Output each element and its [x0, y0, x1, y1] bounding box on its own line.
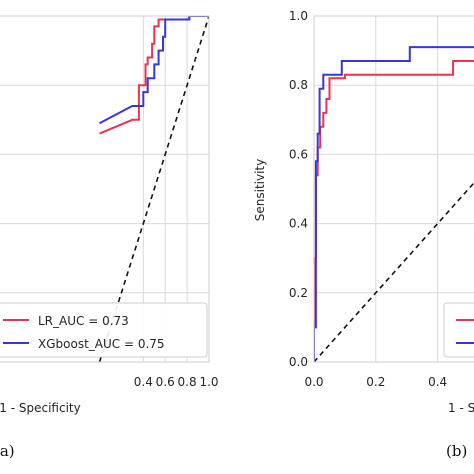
- panel-b-plot-frame: [313, 15, 474, 363]
- panel-a-chance-diagonal: [98, 16, 209, 362]
- panel-b-x-ticks: 0.0 0.2 0.4: [304, 375, 447, 389]
- panel-a-plot-frame: [0, 15, 210, 363]
- panel-a-label: (a): [0, 442, 15, 460]
- panel-b-series-series-2: [314, 46, 474, 362]
- panel-a-x-tick-label: 1.0: [199, 375, 218, 389]
- panel-b-y-tick-label: 0.2: [289, 286, 308, 300]
- panel-b-x-tick-label: 0.0: [304, 375, 323, 389]
- panel-b-x-tick-label: 0.4: [428, 375, 447, 389]
- panel-a-x-tick-label: 0.6: [156, 375, 175, 389]
- panel-b-x-axis-label: 1 - S: [448, 401, 474, 415]
- panel-a-x-ticks: 0.4 0.6 0.8 1.0: [134, 375, 219, 389]
- panel-b-y-tick-label: 0.6: [289, 147, 308, 161]
- panel-a-legend-box: [0, 302, 208, 358]
- panel-a-legend-label-lr: LR_AUC = 0.73: [38, 314, 129, 328]
- panel-a-x-tick-label: 0.8: [178, 375, 197, 389]
- panel-b-legend: [443, 302, 474, 358]
- panel-b-y-tick-label: 1.0: [289, 9, 308, 23]
- panel-b-label: (b): [446, 442, 467, 460]
- panel-a-x-tick-label: 0.4: [134, 375, 153, 389]
- panel-a-legend-label-xgboost: XGboost_AUC = 0.75: [38, 337, 165, 351]
- panel-b-x-tick-label: 0.2: [366, 375, 385, 389]
- panel-a-series: [98, 16, 209, 362]
- panel-a-x-axis-label: 1 - Specificity: [0, 401, 81, 415]
- panel-a-legend: LR_AUC = 0.73 XGboost_AUC = 0.75: [0, 302, 208, 358]
- panel-b-y-tick-label: 0.4: [289, 217, 308, 231]
- panel-b-y-tick-label: 0.0: [289, 355, 308, 369]
- panel-b-y-ticks: 0.0 0.2 0.4 0.6 0.8 1.0: [289, 9, 308, 369]
- panel-b-legend-box: [443, 302, 474, 358]
- panel-a: 0.4 0.6 0.8 1.0 1 - Specificity LR_AUC = 0.…: [0, 15, 219, 460]
- panel-b-series: [314, 46, 474, 362]
- panel-b: 0.0 0.2 0.4 0.6 0.8 1.0 0.0 0.2 0.4 Sensitivity…: [253, 9, 474, 460]
- panel-b-y-axis-label: Sensitivity: [253, 159, 267, 221]
- panel-b-y-tick-label: 0.8: [289, 78, 308, 92]
- panel-a-series-xgboost: [99, 16, 209, 125]
